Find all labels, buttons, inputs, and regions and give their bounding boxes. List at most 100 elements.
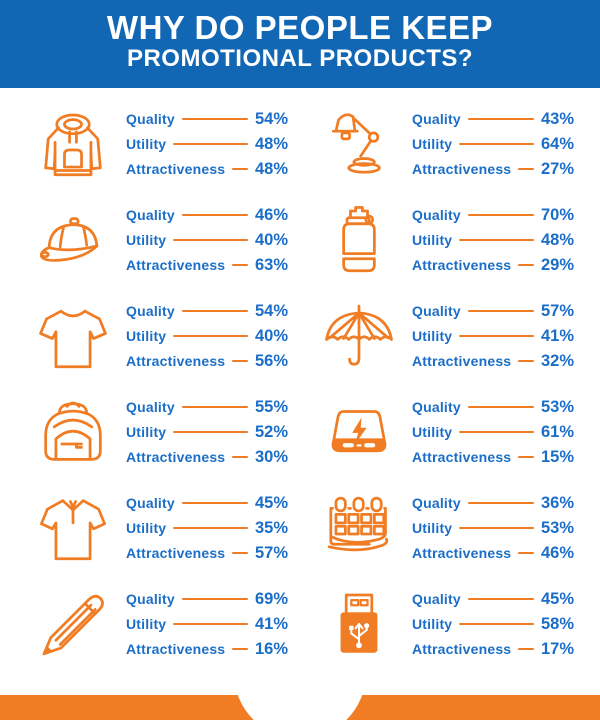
leader-line xyxy=(181,117,248,121)
attractiveness-value: 29% xyxy=(540,255,574,274)
leader-line xyxy=(459,526,534,530)
quality-label: Quality xyxy=(412,303,461,319)
attractiveness-stat: Attractiveness 27% xyxy=(412,160,574,179)
leader-line xyxy=(181,501,248,505)
quality-stat: Quality 43% xyxy=(412,110,574,129)
quality-value: 70% xyxy=(540,205,574,224)
attractiveness-value: 56% xyxy=(254,351,288,370)
attractiveness-label: Attractiveness xyxy=(412,545,512,561)
product-item: Quality 45% Utility 35% Attractiveness 5… xyxy=(30,480,288,576)
utility-label: Utility xyxy=(126,232,167,248)
quality-value: 54% xyxy=(254,301,288,320)
product-stats: Quality 53% Utility 61% Attractiveness 1… xyxy=(412,392,574,473)
utility-label: Utility xyxy=(126,520,167,536)
attractiveness-value: 46% xyxy=(540,543,574,562)
page-title: WHY DO PEOPLE KEEP xyxy=(106,9,494,46)
utility-value: 41% xyxy=(540,326,574,345)
quality-label: Quality xyxy=(126,591,175,607)
product-item: Quality 53% Utility 61% Attractiveness 1… xyxy=(316,384,574,480)
utility-label: Utility xyxy=(412,520,453,536)
attractiveness-label: Attractiveness xyxy=(126,545,226,561)
quality-value: 43% xyxy=(540,109,574,128)
attractiveness-label: Attractiveness xyxy=(126,161,226,177)
quality-value: 45% xyxy=(254,493,288,512)
quality-value: 55% xyxy=(254,397,288,416)
attractiveness-label: Attractiveness xyxy=(126,449,226,465)
product-stats: Quality 54% Utility 48% Attractiveness 4… xyxy=(126,104,288,185)
leader-line xyxy=(518,455,534,459)
product-stats: Quality 69% Utility 41% Attractiveness 1… xyxy=(126,584,288,665)
utility-value: 58% xyxy=(540,614,574,633)
utility-stat: Utility 41% xyxy=(412,327,574,346)
quality-stat: Quality 53% xyxy=(412,398,574,417)
utility-value: 53% xyxy=(540,518,574,537)
attractiveness-stat: Attractiveness 15% xyxy=(412,448,574,467)
leader-line xyxy=(173,334,248,338)
quality-label: Quality xyxy=(126,207,175,223)
attractiveness-label: Attractiveness xyxy=(412,353,512,369)
attractiveness-label: Attractiveness xyxy=(126,257,226,273)
utility-stat: Utility 52% xyxy=(126,423,288,442)
quality-label: Quality xyxy=(126,495,175,511)
attractiveness-value: 27% xyxy=(540,159,574,178)
product-stats: Quality 57% Utility 41% Attractiveness 3… xyxy=(412,296,574,377)
product-stats: Quality 43% Utility 64% Attractiveness 2… xyxy=(412,104,574,185)
utility-stat: Utility 48% xyxy=(412,231,574,250)
leader-line xyxy=(232,551,248,555)
leader-line xyxy=(173,142,248,146)
attractiveness-value: 17% xyxy=(540,639,574,658)
leader-line xyxy=(459,334,534,338)
attractiveness-label: Attractiveness xyxy=(126,641,226,657)
product-item: Quality 45% Utility 58% Attractiveness 1… xyxy=(316,576,574,672)
leader-line xyxy=(518,263,534,267)
product-item: Quality 69% Utility 41% Attractiveness 1… xyxy=(30,576,288,672)
attractiveness-value: 48% xyxy=(254,159,288,178)
quality-label: Quality xyxy=(412,591,461,607)
quality-stat: Quality 45% xyxy=(126,494,288,513)
product-stats: Quality 55% Utility 52% Attractiveness 3… xyxy=(126,392,288,473)
utility-value: 35% xyxy=(254,518,288,537)
quality-value: 46% xyxy=(254,205,288,224)
leader-line xyxy=(232,263,248,267)
footer-bar xyxy=(0,695,600,720)
quality-stat: Quality 57% xyxy=(412,302,574,321)
utility-label: Utility xyxy=(126,136,167,152)
attractiveness-label: Attractiveness xyxy=(412,641,512,657)
utility-label: Utility xyxy=(412,232,453,248)
product-item: Quality 46% Utility 40% Attractiveness 6… xyxy=(30,192,288,288)
calendar-icon xyxy=(316,485,402,571)
utility-label: Utility xyxy=(126,328,167,344)
quality-label: Quality xyxy=(126,111,175,127)
quality-stat: Quality 70% xyxy=(412,206,574,225)
quality-stat: Quality 45% xyxy=(412,590,574,609)
attractiveness-value: 63% xyxy=(254,255,288,274)
utility-value: 64% xyxy=(540,134,574,153)
attractiveness-stat: Attractiveness 63% xyxy=(126,256,288,275)
leader-line xyxy=(467,213,534,217)
quality-value: 53% xyxy=(540,397,574,416)
hoodie-icon xyxy=(30,101,116,187)
utility-stat: Utility 58% xyxy=(412,615,574,634)
utility-value: 52% xyxy=(254,422,288,441)
products-grid: Quality 54% Utility 48% Attractiveness 4… xyxy=(0,88,600,672)
utility-stat: Utility 35% xyxy=(126,519,288,538)
leader-line xyxy=(173,238,248,242)
attractiveness-stat: Attractiveness 56% xyxy=(126,352,288,371)
leader-line xyxy=(518,359,534,363)
leader-line xyxy=(232,647,248,651)
backpack-icon xyxy=(30,389,116,475)
quality-value: 57% xyxy=(540,301,574,320)
utility-label: Utility xyxy=(412,616,453,632)
utility-value: 41% xyxy=(254,614,288,633)
attractiveness-label: Attractiveness xyxy=(126,353,226,369)
water-bottle-icon xyxy=(316,197,402,283)
leader-line xyxy=(459,430,534,434)
utility-stat: Utility 48% xyxy=(126,135,288,154)
utility-stat: Utility 41% xyxy=(126,615,288,634)
quality-value: 45% xyxy=(540,589,574,608)
attractiveness-stat: Attractiveness 29% xyxy=(412,256,574,275)
umbrella-icon xyxy=(316,293,402,379)
attractiveness-value: 30% xyxy=(254,447,288,466)
product-stats: Quality 36% Utility 53% Attractiveness 4… xyxy=(412,488,574,569)
attractiveness-label: Attractiveness xyxy=(412,449,512,465)
